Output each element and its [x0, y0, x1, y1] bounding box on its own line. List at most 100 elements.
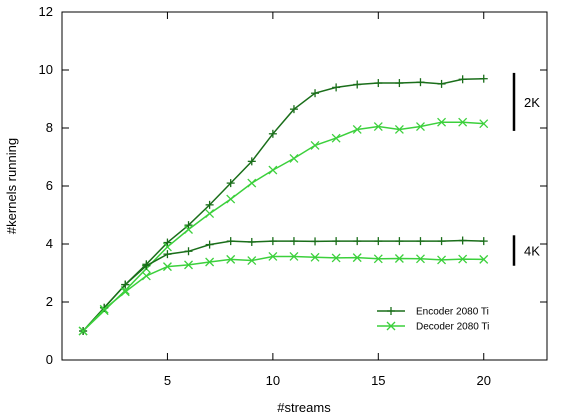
data-point: [162, 242, 172, 252]
data-point: [479, 237, 488, 246]
series-line-4K-decoder: [82, 255, 484, 332]
data-point: [458, 117, 468, 127]
annotation-label: 2K: [524, 95, 540, 110]
data-point: [416, 78, 425, 87]
data-point: [268, 237, 277, 246]
marker-stroke: [99, 304, 109, 314]
data-point: [332, 83, 341, 92]
x-tick-label: 5: [164, 373, 171, 388]
marker-stroke: [373, 122, 383, 132]
data-point: [226, 194, 236, 204]
data-point: [437, 255, 447, 265]
data-point: [247, 178, 257, 188]
data-point: [205, 209, 215, 219]
data-point: [479, 74, 488, 83]
data-point: [99, 304, 109, 314]
marker-stroke: [205, 209, 215, 219]
data-point: [332, 237, 341, 246]
marker-stroke: [394, 124, 404, 134]
marker-stroke: [479, 254, 489, 264]
marker-stroke: [479, 119, 489, 129]
data-point: [311, 237, 320, 246]
marker-stroke: [352, 124, 362, 134]
y-tick-label: 0: [46, 352, 53, 367]
marker-stroke: [162, 242, 172, 252]
data-point: [268, 129, 277, 138]
data-point: [162, 262, 172, 272]
legend-marker: [386, 321, 396, 331]
marker-stroke: [373, 254, 383, 264]
marker-stroke: [437, 255, 447, 265]
data-point: [205, 200, 214, 209]
data-point: [479, 254, 489, 264]
marker-stroke: [331, 133, 341, 143]
data-point: [437, 79, 446, 88]
marker-stroke: [352, 253, 362, 263]
marker-stroke: [268, 252, 278, 261]
marker-stroke: [205, 257, 215, 267]
y-tick-label: 12: [39, 4, 53, 19]
marker-stroke: [120, 285, 130, 295]
legend-marker: [387, 307, 395, 315]
marker-stroke: [416, 122, 425, 132]
data-point: [184, 260, 193, 270]
marker-stroke: [247, 178, 257, 188]
data-point: [394, 124, 404, 134]
marker-stroke: [289, 153, 299, 163]
marker-stroke: [268, 165, 278, 175]
x-axis-title: #streams: [277, 400, 331, 415]
y-tick-label: 2: [46, 294, 53, 309]
data-point: [268, 252, 278, 261]
y-tick-label: 8: [46, 120, 53, 135]
data-point: [458, 75, 467, 84]
data-point: [395, 237, 404, 246]
data-point: [352, 253, 362, 263]
data-point: [395, 79, 404, 88]
axis-ticks: 0 2 4 6 8 10 12 5 10 15 20: [39, 4, 547, 388]
data-point: [226, 254, 236, 264]
series-line-2K-encoder: [82, 77, 484, 332]
annotation-layer: 2K 4K: [512, 72, 540, 266]
legend: Encoder 2080 Ti Decoder 2080 Ti: [377, 307, 489, 333]
data-point: [373, 122, 383, 132]
marker-stroke: [416, 254, 425, 264]
y-axis-title: #kernels running: [4, 138, 19, 234]
data-point: [458, 236, 467, 245]
data-point: [120, 287, 130, 297]
legend-label: Decoder 2080 Ti: [416, 322, 489, 333]
data-point: [247, 237, 256, 246]
data-point: [310, 252, 320, 262]
data-point: [353, 237, 362, 246]
data-point: [121, 280, 130, 289]
marker-stroke: [289, 252, 299, 261]
data-point: [247, 157, 256, 166]
marker-stroke: [458, 254, 468, 264]
data-point: [226, 237, 235, 246]
y-tick-label: 10: [39, 62, 53, 77]
data-point: [184, 247, 193, 256]
data-point: [184, 221, 193, 230]
data-point: [373, 254, 383, 264]
data-point: [78, 326, 88, 336]
data-point: [437, 117, 447, 127]
data-point: [458, 254, 468, 264]
data-point: [416, 254, 425, 264]
x-tick-label: 20: [477, 373, 491, 388]
marker-stroke: [331, 253, 341, 263]
data-point: [394, 254, 404, 263]
data-point: [142, 261, 151, 270]
y-tick-label: 4: [46, 236, 53, 251]
data-point: [353, 80, 362, 89]
data-point: [289, 252, 299, 261]
data-point: [205, 240, 214, 249]
marker-stroke: [141, 271, 151, 281]
marker-stroke: [120, 287, 130, 297]
data-point: [374, 237, 383, 246]
data-point: [310, 140, 320, 150]
data-point: [416, 237, 425, 246]
marker-stroke: [458, 117, 468, 127]
data-point: [141, 271, 151, 281]
series-layer: [78, 74, 489, 336]
series-line-2K-decoder: [82, 121, 484, 332]
